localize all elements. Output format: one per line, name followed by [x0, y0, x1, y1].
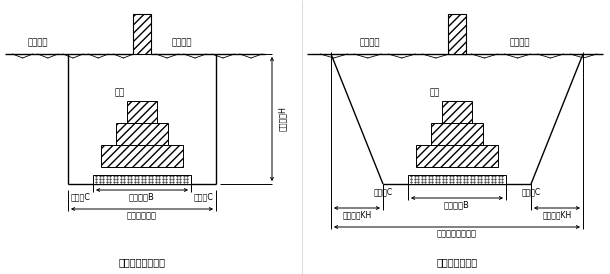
Text: 基础: 基础 [430, 89, 440, 98]
Bar [431, 123, 483, 145]
Text: 基础宽度B: 基础宽度B [129, 192, 155, 201]
Text: 放坡的基槽断面: 放坡的基槽断面 [436, 257, 478, 267]
Text: 室外地坡: 室外地坡 [28, 39, 49, 47]
Text: 开挤深度H: 开挤深度H [278, 107, 287, 132]
Text: 基槽基底开挤宽度: 基槽基底开挤宽度 [437, 229, 477, 238]
Text: 工作面C: 工作面C [373, 187, 393, 196]
Bar [133, 14, 151, 54]
Text: 工作面C: 工作面C [193, 192, 214, 201]
Text: 不放坡的基槽断面: 不放坡的基槽断面 [118, 257, 165, 267]
Text: 基础宽度B: 基础宽度B [444, 200, 470, 209]
Bar [127, 101, 157, 123]
Bar [101, 145, 183, 167]
Text: 基础: 基础 [115, 89, 125, 98]
Text: 放坡宽度KH: 放坡宽度KH [342, 210, 371, 219]
Text: 室外地坡: 室外地坡 [360, 39, 381, 47]
Text: 室内地坡: 室内地坡 [510, 39, 531, 47]
Bar [93, 175, 191, 184]
Text: 工作面C: 工作面C [522, 187, 540, 196]
Text: 放坡宽度KH: 放坡宽度KH [542, 210, 572, 219]
Bar [442, 101, 472, 123]
Bar [116, 123, 168, 145]
Bar [448, 14, 466, 54]
Bar [408, 175, 506, 184]
Text: 工作面C: 工作面C [71, 192, 90, 201]
Text: 基槽开挤宽度: 基槽开挤宽度 [127, 211, 157, 220]
Bar [416, 145, 498, 167]
Text: 室内地坡: 室内地坡 [172, 39, 193, 47]
